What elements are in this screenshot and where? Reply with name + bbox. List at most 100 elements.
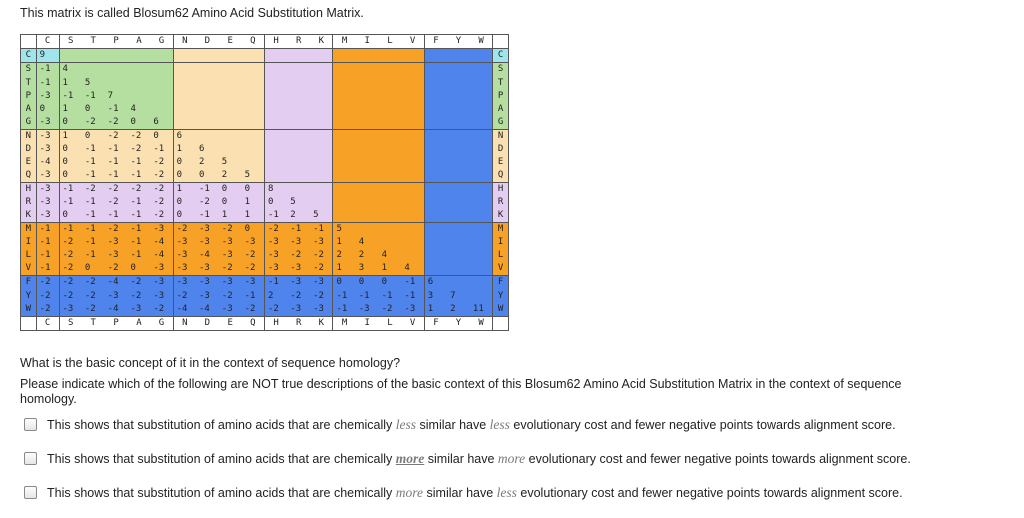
matrix-cell bbox=[241, 62, 265, 77]
matrix-cell: 0 bbox=[127, 262, 151, 276]
matrix-cell: -1 bbox=[127, 209, 151, 223]
matrix-cell: -1 bbox=[81, 155, 105, 169]
matrix-cell bbox=[469, 62, 493, 77]
matrix-cell bbox=[401, 89, 425, 103]
row-label-right: C bbox=[492, 48, 509, 63]
column-header: W bbox=[469, 315, 493, 331]
matrix-cell: -2 bbox=[150, 155, 174, 169]
matrix-row: M -1 -1 -1 -2 -1 -3 -2 -3 -2 0 -2 -1 -1 5 M bbox=[20, 222, 509, 237]
matrix-cell bbox=[263, 76, 288, 90]
matrix-cell: 9 bbox=[35, 48, 59, 63]
matrix-cell bbox=[401, 196, 425, 210]
matrix-cell bbox=[310, 181, 333, 197]
matrix-cell bbox=[218, 142, 242, 156]
matrix-row: S -1 4 S bbox=[20, 62, 509, 77]
matrix-cell: -3 bbox=[287, 236, 311, 250]
matrix-cell: -1 bbox=[127, 249, 151, 263]
matrix-cell bbox=[241, 102, 265, 116]
row-label-right: R bbox=[492, 196, 509, 210]
matrix-cell bbox=[81, 62, 105, 77]
matrix-row: P -3 -1 -1 7 P bbox=[20, 89, 509, 103]
column-header: L bbox=[378, 34, 402, 49]
matrix-cell: -1 bbox=[81, 196, 105, 210]
column-header: Q bbox=[241, 315, 265, 331]
matrix-cell bbox=[58, 48, 82, 63]
column-header: K bbox=[310, 315, 333, 331]
matrix-cell: 0 bbox=[332, 275, 356, 290]
matrix-cell: -3 bbox=[172, 275, 196, 290]
matrix-cell bbox=[263, 115, 288, 130]
matrix-cell bbox=[332, 142, 356, 156]
matrix-cell: -2 bbox=[310, 289, 333, 303]
matrix-cell bbox=[104, 76, 128, 90]
matrix-cell: -4 bbox=[150, 249, 174, 263]
matrix-cell bbox=[241, 89, 265, 103]
column-header: V bbox=[401, 315, 425, 331]
matrix-cell: -3 bbox=[263, 249, 288, 263]
matrix-row: V -1 -2 0 -2 0 -3 -3 -3 -2 -2 -3 -3 -2 1 3 1 4 V bbox=[20, 262, 509, 276]
matrix-cell bbox=[172, 102, 196, 116]
matrix-cell: 0 bbox=[263, 196, 288, 210]
row-label: P bbox=[20, 89, 37, 103]
matrix-cell bbox=[172, 48, 196, 63]
column-header: M bbox=[332, 34, 356, 49]
matrix-cell bbox=[355, 48, 379, 63]
column-header: F bbox=[423, 315, 448, 331]
row-label-right: G bbox=[492, 115, 509, 130]
matrix-cell bbox=[423, 181, 448, 197]
row-label: M bbox=[20, 222, 37, 237]
matrix-cell bbox=[263, 102, 288, 116]
matrix-cell bbox=[401, 48, 425, 63]
matrix-cell: 8 bbox=[263, 181, 288, 197]
option-2-checkbox[interactable] bbox=[24, 452, 37, 465]
matrix-cell: -3 bbox=[287, 262, 311, 276]
matrix-cell bbox=[447, 249, 470, 263]
row-label: E bbox=[20, 155, 37, 169]
matrix-cell bbox=[447, 155, 470, 169]
row-label: Y bbox=[20, 289, 37, 303]
option-3[interactable]: This shows that substitution of amino ac… bbox=[24, 485, 903, 501]
matrix-cell bbox=[150, 48, 174, 63]
matrix-cell: -2 bbox=[218, 289, 242, 303]
matrix-cell bbox=[469, 89, 493, 103]
matrix-cell bbox=[310, 48, 333, 63]
matrix-row: G -3 0 -2 -2 0 6 G bbox=[20, 115, 509, 130]
column-header: M bbox=[332, 315, 356, 331]
matrix-cell: -3 bbox=[310, 302, 333, 317]
matrix-cell: -3 bbox=[195, 289, 219, 303]
option-1-checkbox[interactable] bbox=[24, 418, 37, 431]
matrix-cell: 2 bbox=[218, 168, 242, 183]
matrix-cell bbox=[378, 168, 402, 183]
matrix-cell: -2 bbox=[81, 115, 105, 130]
matrix-cell bbox=[218, 89, 242, 103]
matrix-cell: -4 bbox=[195, 249, 219, 263]
option-1[interactable]: This shows that substitution of amino ac… bbox=[24, 417, 896, 433]
matrix-cell bbox=[263, 48, 288, 63]
matrix-cell: -4 bbox=[195, 302, 219, 317]
matrix-cell: 1 bbox=[58, 76, 82, 90]
matrix-cell bbox=[310, 196, 333, 210]
matrix-cell bbox=[241, 142, 265, 156]
option-3-checkbox[interactable] bbox=[24, 486, 37, 499]
matrix-cell: 2 bbox=[332, 249, 356, 263]
matrix-cell: 0 bbox=[241, 181, 265, 197]
row-label-right: N bbox=[492, 128, 509, 143]
matrix-cell bbox=[355, 76, 379, 90]
matrix-cell bbox=[172, 115, 196, 130]
matrix-cell bbox=[218, 128, 242, 143]
matrix-cell bbox=[287, 102, 311, 116]
matrix-cell: 1 bbox=[172, 181, 196, 197]
matrix-cell: 0 bbox=[150, 128, 174, 143]
matrix-cell: -3 bbox=[241, 236, 265, 250]
option-2[interactable]: This shows that substitution of amino ac… bbox=[24, 451, 911, 467]
matrix-row: K -3 0 -1 -1 -1 -2 0 -1 1 1 -1 2 5 K bbox=[20, 209, 509, 223]
matrix-cell: 0 bbox=[195, 168, 219, 183]
matrix-cell bbox=[355, 155, 379, 169]
matrix-cell: 4 bbox=[378, 249, 402, 263]
matrix-cell: -1 bbox=[401, 289, 425, 303]
matrix-cell: 5 bbox=[287, 196, 311, 210]
matrix-cell: -3 bbox=[263, 236, 288, 250]
matrix-cell bbox=[447, 236, 470, 250]
corner-cell bbox=[20, 315, 37, 331]
